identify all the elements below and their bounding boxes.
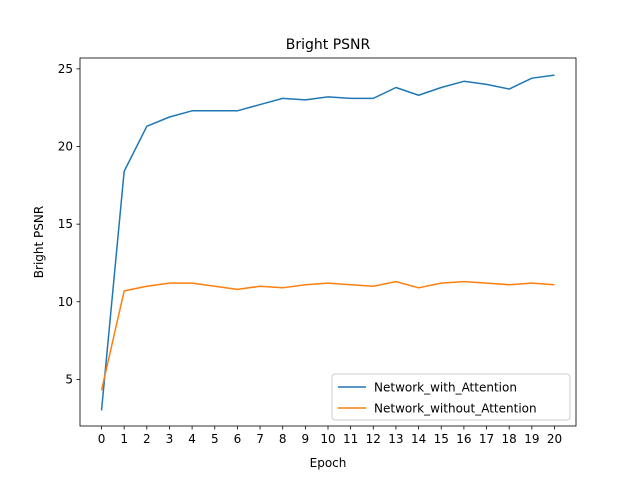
plot-frame bbox=[79, 57, 577, 427]
x-tick-label: 20 bbox=[547, 432, 562, 446]
x-tick-label: 14 bbox=[411, 432, 426, 446]
y-tick-label: 15 bbox=[58, 217, 73, 231]
legend: Network_with_Attention Network_without_At… bbox=[331, 373, 571, 421]
y-tick-label: 20 bbox=[58, 140, 73, 154]
chart-title: Bright PSNR bbox=[286, 37, 371, 53]
x-tick-label: 0 bbox=[98, 432, 106, 446]
x-tick-label: 6 bbox=[234, 432, 242, 446]
y-axis-label: Bright PSNR bbox=[32, 206, 46, 278]
x-tick-label: 15 bbox=[434, 432, 449, 446]
legend-label-1: Network_with_Attention bbox=[374, 381, 517, 395]
x-tick-label: 4 bbox=[188, 432, 196, 446]
x-tick-label: 16 bbox=[456, 432, 471, 446]
x-tick-label: 18 bbox=[502, 432, 517, 446]
x-tick-label: 10 bbox=[320, 432, 335, 446]
x-tick-label: 11 bbox=[343, 432, 358, 446]
x-tick-label: 5 bbox=[211, 432, 219, 446]
y-tick-label: 10 bbox=[58, 295, 73, 309]
x-tick-label: 19 bbox=[524, 432, 539, 446]
x-tick-label: 12 bbox=[366, 432, 381, 446]
x-tick-label: 2 bbox=[143, 432, 151, 446]
series-line-1 bbox=[100, 74, 555, 411]
legend-box bbox=[331, 373, 571, 421]
x-tick-label: 1 bbox=[120, 432, 128, 446]
legend-label-2: Network_without_Attention bbox=[374, 402, 537, 416]
x-tick-label: 17 bbox=[479, 432, 494, 446]
x-tick-label: 3 bbox=[166, 432, 174, 446]
y-tick-label: 25 bbox=[58, 62, 73, 76]
x-tick-label: 13 bbox=[388, 432, 403, 446]
y-tick-label: 5 bbox=[65, 372, 73, 386]
x-tick-label: 8 bbox=[279, 432, 287, 446]
x-axis-label: Epoch bbox=[310, 456, 347, 470]
series-line-2 bbox=[100, 280, 555, 391]
x-tick-label: 7 bbox=[256, 432, 264, 446]
x-tick-label: 9 bbox=[302, 432, 310, 446]
